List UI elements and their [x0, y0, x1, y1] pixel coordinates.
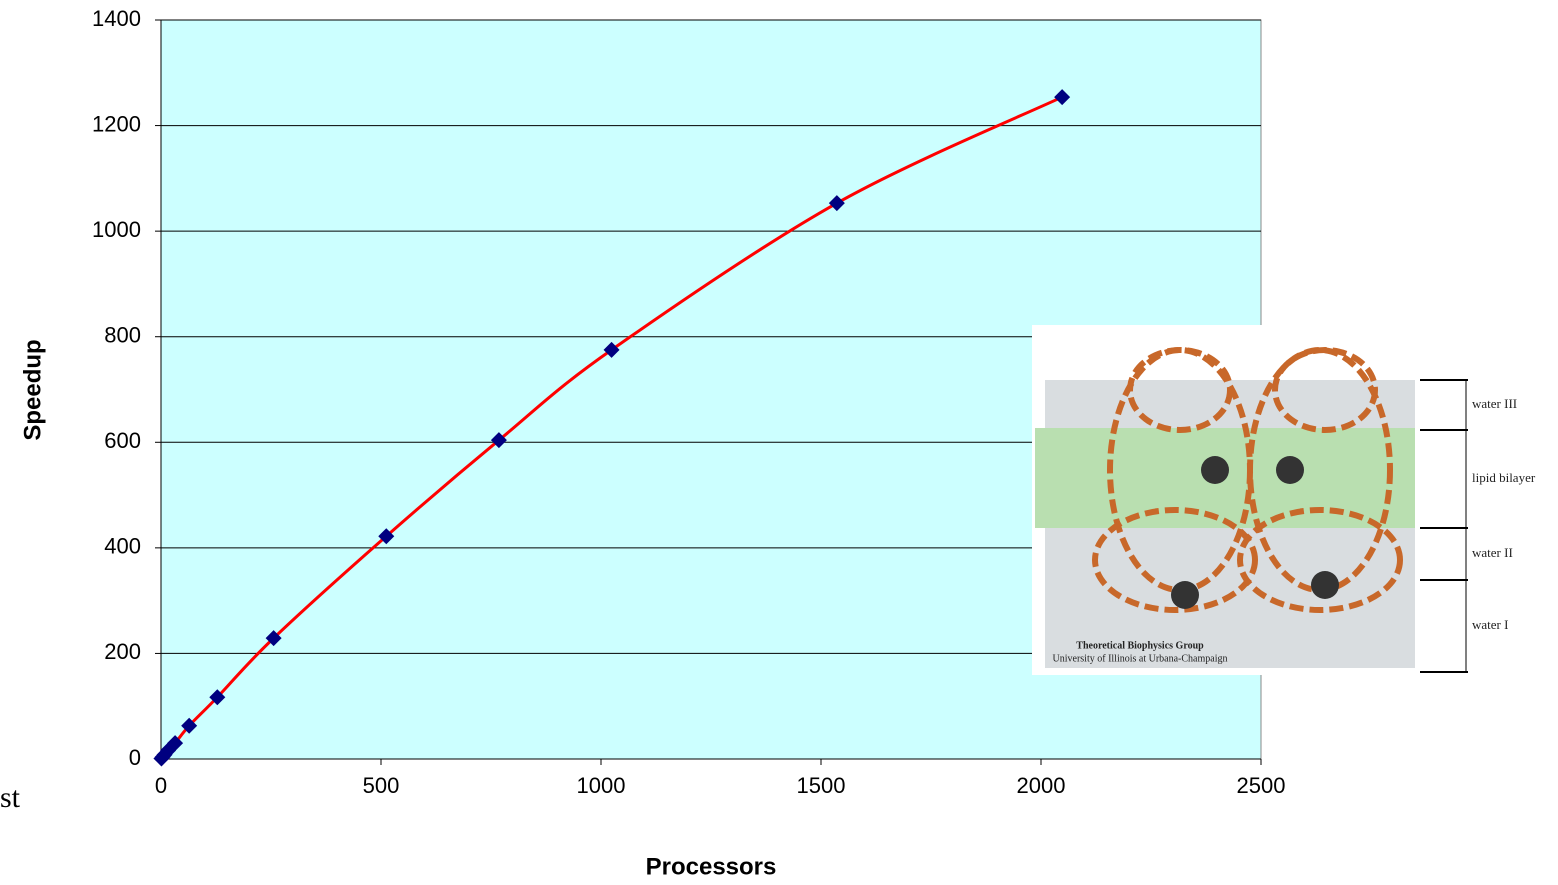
x-axis-title: Processors	[646, 853, 777, 880]
layer-label: lipid bilayer	[1472, 470, 1536, 485]
y-tick-label: 200	[104, 639, 141, 664]
layer-label: water II	[1472, 545, 1513, 560]
data-point	[603, 341, 620, 358]
inset-image: water III lipid bilayer water II water I The…	[1032, 325, 1545, 675]
y-tick-label: 1200	[92, 111, 141, 136]
x-tick-label: 500	[363, 773, 400, 798]
data-point	[209, 689, 226, 706]
data-point	[828, 195, 845, 212]
y-tick-label: 0	[129, 745, 141, 770]
credit-label: University of Illinois at Urbana-Champai…	[1053, 653, 1228, 664]
protein	[1092, 507, 1258, 613]
x-tick-label: 2500	[1237, 773, 1286, 798]
y-axis-title: Speedup	[19, 339, 46, 440]
x-tick-label: 0	[155, 773, 167, 798]
x-tick-label: 2000	[1017, 773, 1066, 798]
dark-residue	[1171, 581, 1199, 609]
y-tick-label: 400	[104, 534, 141, 559]
x-tick-label: 1000	[577, 773, 626, 798]
dark-residue	[1311, 571, 1339, 599]
layer-label: water I	[1472, 617, 1508, 632]
protein	[1127, 347, 1233, 433]
data-point	[490, 432, 507, 449]
y-tick-label: 800	[104, 323, 141, 348]
protein	[1272, 347, 1378, 433]
y-tick-label: 1400	[92, 6, 141, 31]
data-point	[181, 717, 198, 734]
y-tick-label: 1000	[92, 217, 141, 242]
text-fragment: st	[0, 781, 21, 814]
data-point	[378, 528, 395, 545]
credit-label: Theoretical Biophysics Group	[1076, 640, 1204, 651]
data-point	[265, 630, 282, 647]
layer-label: water III	[1472, 396, 1517, 411]
data-point	[1054, 89, 1071, 106]
data-point	[167, 735, 184, 752]
y-tick-label: 600	[104, 428, 141, 453]
x-tick-label: 1500	[797, 773, 846, 798]
dark-residue	[1201, 456, 1229, 484]
dark-residue	[1276, 456, 1304, 484]
protein	[1237, 507, 1403, 613]
